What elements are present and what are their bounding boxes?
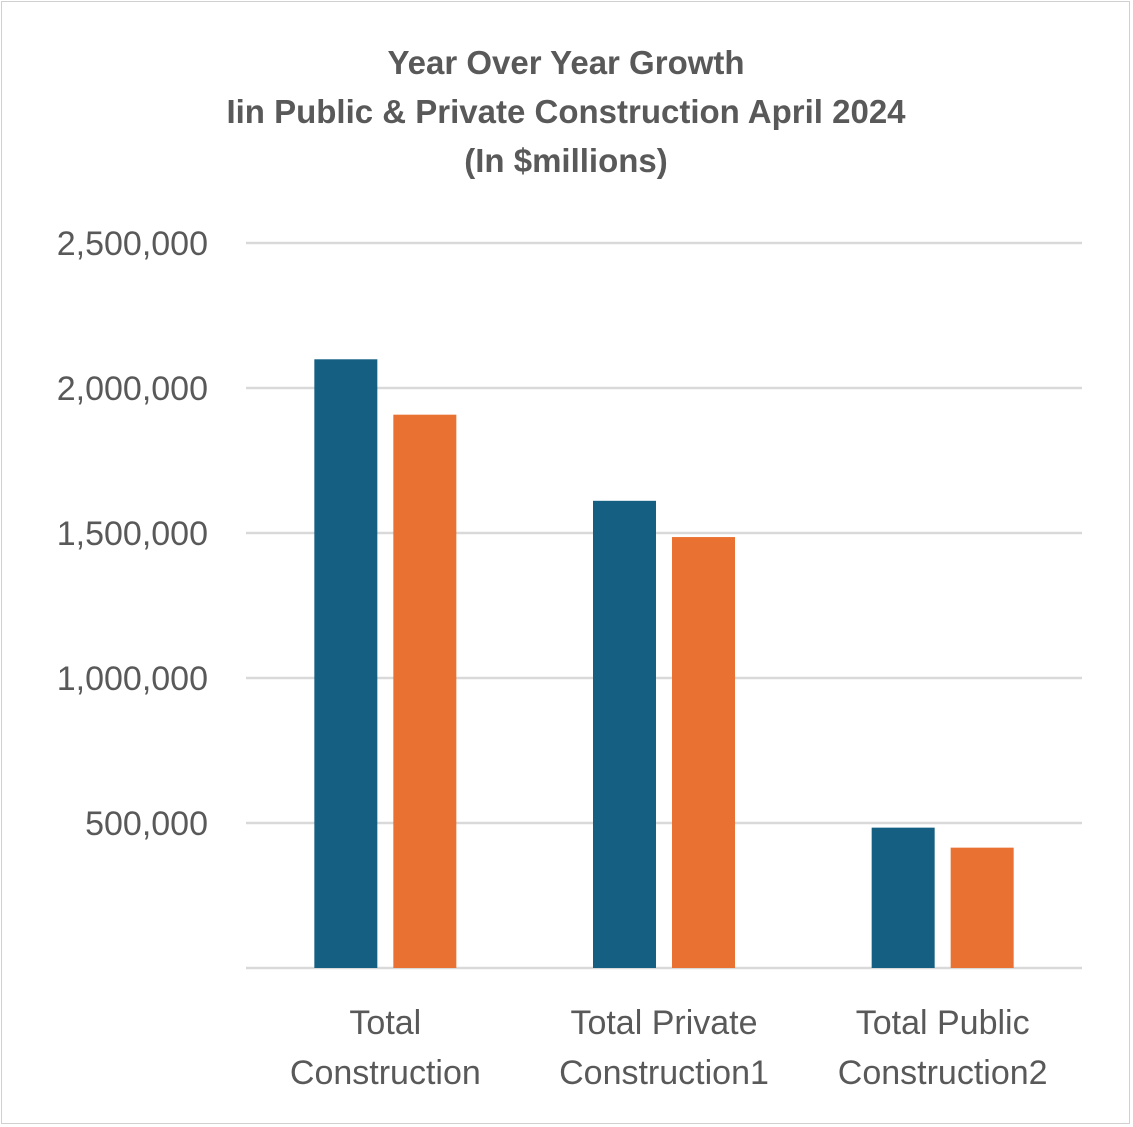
x-category-label: Total Public bbox=[856, 1004, 1030, 1042]
bar-series2-1 bbox=[672, 537, 735, 968]
title-line-3: (In $millions) bbox=[464, 142, 668, 179]
x-category-label: Construction1 bbox=[559, 1054, 769, 1092]
bar-series1-0 bbox=[314, 359, 378, 968]
y-tick-label: 1,500,000 bbox=[57, 515, 208, 553]
y-tick-label: 2,000,000 bbox=[57, 370, 208, 408]
x-category-label: Total bbox=[349, 1004, 421, 1042]
title-line-2: Iin Public & Private Construction April … bbox=[226, 93, 906, 130]
bar-series1-2 bbox=[871, 827, 935, 968]
bar-series2-2 bbox=[950, 847, 1014, 968]
y-tick-label: 2,500,000 bbox=[57, 225, 208, 263]
bar-series2-0 bbox=[393, 414, 457, 968]
x-category-label: Construction2 bbox=[838, 1054, 1048, 1092]
bar-series1-1 bbox=[593, 500, 656, 968]
chart-title: Year Over Year Growth Iin Public & Priva… bbox=[226, 44, 906, 179]
y-tick-label: 500,000 bbox=[85, 805, 208, 843]
y-tick-label: 1,000,000 bbox=[57, 660, 208, 698]
x-category-label: Construction bbox=[290, 1054, 481, 1092]
x-category-label: Total Private bbox=[570, 1004, 757, 1042]
title-line-1: Year Over Year Growth bbox=[387, 44, 744, 81]
